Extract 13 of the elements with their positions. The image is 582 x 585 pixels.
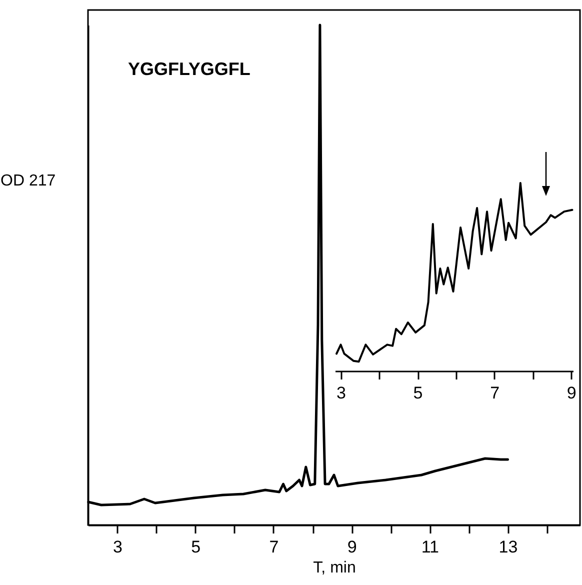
x-tick-label: 9 <box>347 538 357 556</box>
x-tick-label: 13 <box>498 538 518 556</box>
y-axis-title: OD 217 <box>0 172 56 190</box>
x-tick-label: 9 <box>566 384 576 402</box>
x-tick-label: 5 <box>413 384 423 402</box>
x-tick-label: 11 <box>421 538 439 556</box>
x-tick-label: 3 <box>113 538 123 556</box>
annotation: YGGFLYGGFL <box>128 59 250 79</box>
x-tick-label: 5 <box>191 538 201 556</box>
x-tick-label: 7 <box>269 538 279 556</box>
x-tick-label: 7 <box>490 384 500 402</box>
x-axis-title: T, min <box>313 560 356 576</box>
x-tick-label: 3 <box>336 384 346 402</box>
